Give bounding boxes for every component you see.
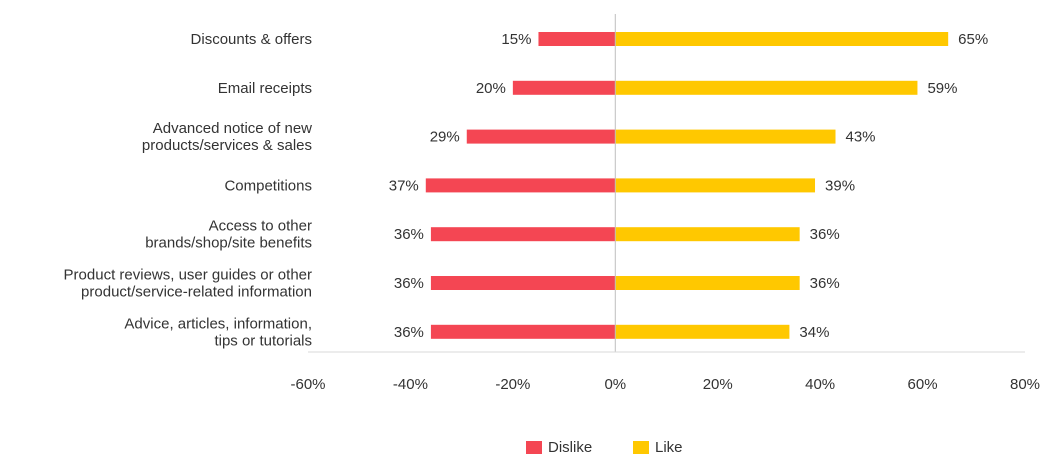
- bar-like: [615, 276, 800, 290]
- x-tick-label: 80%: [1010, 376, 1040, 393]
- data-label-dislike: 37%: [389, 177, 419, 194]
- category-label: Email receipts: [218, 80, 312, 97]
- bar-dislike: [430, 276, 616, 290]
- bar-like: [615, 32, 949, 46]
- x-tick-label: -40%: [393, 376, 428, 393]
- data-label-like: 36%: [810, 226, 840, 243]
- data-label-dislike: 36%: [394, 275, 424, 292]
- x-tick-label: 20%: [703, 376, 733, 393]
- bar-like: [615, 227, 800, 242]
- bar-dislike: [512, 80, 616, 95]
- category-label: Access to other: [209, 218, 312, 235]
- category-label: products/services & sales: [142, 137, 312, 154]
- x-tick-label: 0%: [604, 376, 626, 393]
- data-label-like: 39%: [825, 177, 855, 194]
- category-label: brands/shop/site benefits: [145, 235, 312, 252]
- category-label: Discounts & offers: [191, 31, 312, 48]
- legend-swatch-dislike: [526, 441, 542, 454]
- bar-dislike: [425, 178, 616, 193]
- x-tick-label: -60%: [290, 376, 325, 393]
- bar-dislike: [430, 324, 616, 339]
- data-label-dislike: 20%: [476, 80, 506, 97]
- legend-label-dislike: Dislike: [548, 439, 592, 456]
- x-axis-tick-labels: -60% -40% -20% 0% 20% 40% 60% 80%: [290, 376, 1040, 393]
- data-label-dislike: 29%: [430, 129, 460, 146]
- legend-label-like: Like: [655, 439, 683, 456]
- data-label-dislike: 36%: [394, 324, 424, 341]
- bar-like: [615, 80, 918, 95]
- bar-dislike: [430, 227, 616, 242]
- x-tick-label: -20%: [495, 376, 530, 393]
- data-label-like: 65%: [958, 31, 988, 48]
- bar-like: [615, 129, 836, 144]
- data-labels: 15% 65% 20% 59% 29% 43% 37% 39% 36% 36% 36% 36% 36% 3…: [389, 31, 988, 341]
- data-label-like: 36%: [810, 275, 840, 292]
- x-tick-label: 40%: [805, 376, 835, 393]
- legend: Dislike Like: [526, 439, 683, 456]
- category-labels: Discounts & offers Email receipts Advanced…: [64, 31, 313, 349]
- x-tick-label: 60%: [908, 376, 938, 393]
- category-label: Advanced notice of new: [153, 120, 312, 137]
- data-label-like: 59%: [927, 80, 957, 97]
- data-label-like: 43%: [846, 129, 876, 146]
- category-label: product/service-related information: [81, 284, 312, 301]
- bar-like: [615, 324, 790, 339]
- bar-dislike: [538, 32, 616, 46]
- data-label-dislike: 36%: [394, 226, 424, 243]
- category-label: Advice, articles, information,: [124, 315, 312, 332]
- category-label: tips or tutorials: [214, 332, 312, 349]
- bar-like: [615, 178, 816, 193]
- bars: [425, 32, 949, 339]
- bar-dislike: [466, 129, 616, 144]
- data-label-dislike: 15%: [501, 31, 531, 48]
- legend-swatch-like: [633, 441, 649, 454]
- category-label: Competitions: [224, 177, 312, 194]
- data-label-like: 34%: [799, 324, 829, 341]
- category-label: Product reviews, user guides or other: [64, 267, 312, 284]
